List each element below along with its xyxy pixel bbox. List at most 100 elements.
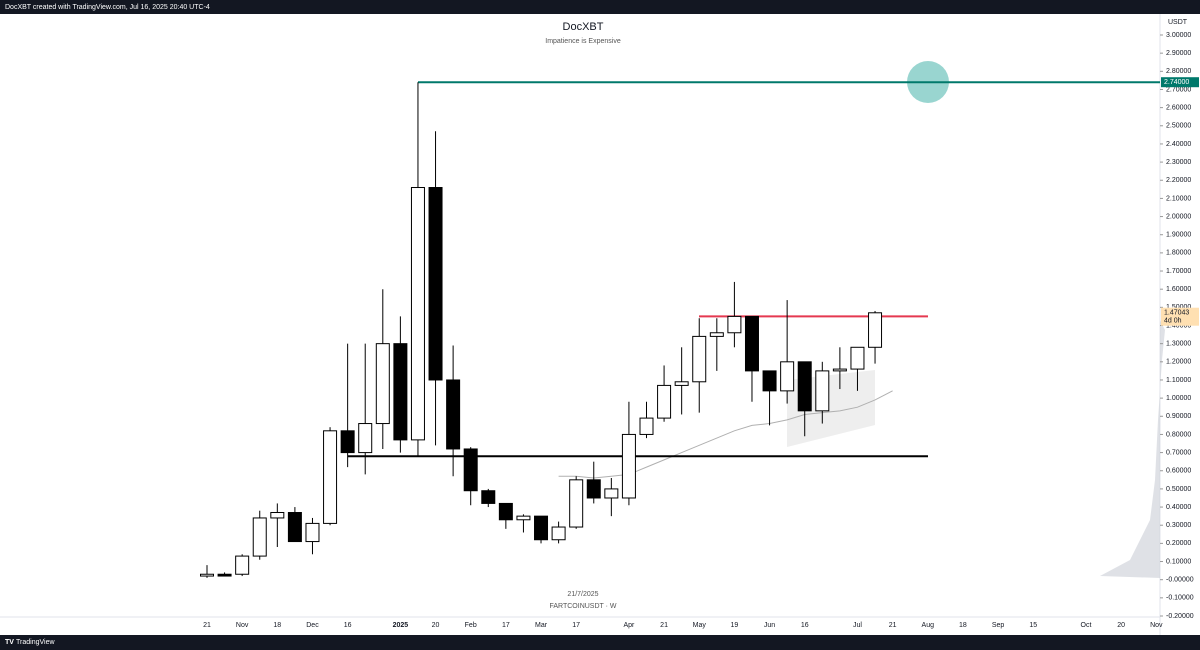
candle-body bbox=[393, 343, 408, 441]
candle-body bbox=[850, 346, 865, 370]
y-tick-label: 1.60000 bbox=[1166, 286, 1191, 293]
candle-body bbox=[674, 381, 689, 386]
x-tick-label: 17 bbox=[502, 622, 510, 629]
y-tick-label: 0.50000 bbox=[1166, 486, 1191, 493]
candle-body bbox=[340, 430, 355, 454]
y-tick-label: 0.90000 bbox=[1166, 413, 1191, 420]
y-tick-label: 1.00000 bbox=[1166, 395, 1191, 402]
x-tick-label: 2025 bbox=[393, 622, 409, 629]
y-tick-label: 3.00000 bbox=[1166, 32, 1191, 39]
candle-body bbox=[498, 502, 513, 521]
candle-body bbox=[200, 573, 214, 577]
y-tick-label: 2.00000 bbox=[1166, 213, 1191, 220]
chart-title: DocXBT bbox=[563, 21, 604, 33]
x-tick-label: 18 bbox=[959, 622, 967, 629]
candle-body bbox=[780, 361, 795, 392]
level-label-bg bbox=[1161, 77, 1199, 88]
y-tick-label: 1.20000 bbox=[1166, 359, 1191, 366]
y-tick-label: 1.70000 bbox=[1166, 268, 1191, 275]
bottom-bar bbox=[0, 635, 1200, 650]
y-tick-label: 0.80000 bbox=[1166, 431, 1191, 438]
candle-body bbox=[832, 368, 847, 372]
x-tick-label: Sep bbox=[992, 622, 1005, 629]
y-tick-label: 0.10000 bbox=[1166, 558, 1191, 565]
y-tick-label: 0.60000 bbox=[1166, 468, 1191, 475]
currency: USDT bbox=[1168, 19, 1188, 26]
x-tick-label: 16 bbox=[801, 622, 809, 629]
candle-body bbox=[815, 370, 830, 412]
chart-subtitle: Impatience is Expensive bbox=[545, 38, 621, 45]
candle-body bbox=[305, 522, 320, 543]
x-tick-label: 21 bbox=[660, 622, 668, 629]
y-tick-label: 2.20000 bbox=[1166, 177, 1191, 184]
candle-body bbox=[323, 430, 338, 524]
candle-body bbox=[692, 335, 707, 383]
y-tick-label: 2.60000 bbox=[1166, 104, 1191, 111]
y-tick-label: 1.90000 bbox=[1166, 232, 1191, 239]
x-tick-label: Oct bbox=[1081, 622, 1092, 629]
candle-body bbox=[375, 343, 390, 425]
y-tick-label: 0.20000 bbox=[1166, 540, 1191, 547]
candle-body bbox=[235, 555, 250, 575]
candle-body bbox=[358, 423, 373, 454]
candle-body bbox=[586, 479, 601, 499]
y-tick-label: 1.80000 bbox=[1166, 250, 1191, 257]
x-tick-label: Mar bbox=[535, 622, 548, 629]
moving-average bbox=[558, 390, 893, 479]
symbol-label: FARTCOINUSDT · W bbox=[549, 603, 616, 610]
candle-body bbox=[744, 315, 759, 372]
candle-body bbox=[428, 187, 443, 381]
date-label: 21/7/2025 bbox=[567, 591, 598, 598]
x-tick-label: 15 bbox=[1029, 622, 1037, 629]
y-tick-label: 0.70000 bbox=[1166, 449, 1191, 456]
y-tick-label: 1.10000 bbox=[1166, 377, 1191, 384]
last-price-bg bbox=[1161, 307, 1199, 326]
x-tick-label: Dec bbox=[306, 622, 319, 629]
candle-body bbox=[287, 512, 302, 543]
header: DocXBT created with TradingView.com, Jul… bbox=[5, 4, 210, 11]
x-tick-label: Aug bbox=[922, 622, 935, 629]
x-tick-label: 21 bbox=[889, 622, 897, 629]
candle-body bbox=[446, 379, 461, 450]
y-tick-label: -0.10000 bbox=[1166, 595, 1194, 602]
x-tick-label: 16 bbox=[344, 622, 352, 629]
candle-body bbox=[463, 448, 478, 492]
y-tick-label: 2.40000 bbox=[1166, 141, 1191, 148]
candle-body bbox=[657, 384, 672, 419]
y-tick-label: 1.30000 bbox=[1166, 341, 1191, 348]
candle-body bbox=[481, 490, 496, 504]
last-price-label: 1.47043 bbox=[1164, 310, 1189, 317]
x-tick-label: Nov bbox=[1150, 622, 1163, 629]
y-tick-label: 0.40000 bbox=[1166, 504, 1191, 511]
candle-body bbox=[551, 526, 566, 541]
candle-body bbox=[252, 517, 267, 557]
y-tick-label: 2.90000 bbox=[1166, 50, 1191, 57]
y-tick-label: -0.20000 bbox=[1166, 613, 1194, 620]
x-tick-label: Jul bbox=[853, 622, 862, 629]
candle-body bbox=[709, 332, 724, 337]
x-tick-label: 17 bbox=[572, 622, 580, 629]
y-tick-label: -0.00000 bbox=[1166, 577, 1194, 584]
level-label: 2.74000 bbox=[1164, 79, 1189, 86]
y-tick-label: 0.30000 bbox=[1166, 522, 1191, 529]
candle-body bbox=[621, 433, 636, 499]
x-tick-label: 20 bbox=[432, 622, 440, 629]
candle-body bbox=[639, 417, 654, 435]
y-tick-label: 1.40000 bbox=[1166, 322, 1191, 329]
candle-body bbox=[569, 479, 584, 528]
candle-body bbox=[410, 187, 425, 441]
y-tick-label: 2.50000 bbox=[1166, 123, 1191, 130]
volume-profile bbox=[1100, 320, 1165, 578]
x-tick-label: Jun bbox=[764, 622, 775, 629]
candle-body bbox=[217, 573, 232, 577]
candle-body bbox=[868, 312, 883, 348]
candle-body bbox=[516, 515, 531, 521]
x-tick-label: May bbox=[693, 622, 707, 629]
y-tick-label: 2.70000 bbox=[1166, 86, 1191, 93]
y-tick-label: 2.80000 bbox=[1166, 68, 1191, 75]
x-tick-label: 19 bbox=[731, 622, 739, 629]
candle-body bbox=[534, 515, 549, 541]
logo: TV bbox=[5, 639, 14, 646]
x-tick-label: 18 bbox=[273, 622, 281, 629]
